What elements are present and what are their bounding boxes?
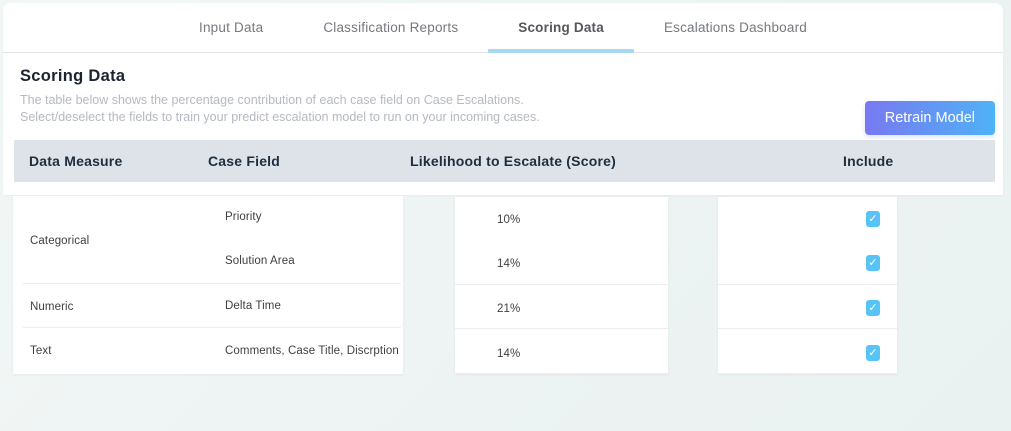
field-delta-time: Delta Time (225, 300, 281, 312)
page-subtitle: The table below shows the percentage con… (20, 92, 1003, 126)
tab-scoring-data-label: Scoring Data (518, 20, 604, 35)
include-checkbox-text-fields[interactable]: ✓ (866, 345, 880, 361)
row-divider (23, 283, 401, 284)
field-solution-area: Solution Area (225, 255, 295, 267)
score-delta-time: 21% (497, 303, 521, 315)
checkmark-icon: ✓ (868, 301, 878, 314)
checkmark-icon: ✓ (868, 212, 878, 225)
table-header: Data Measure Case Field Likelihood to Es… (14, 140, 995, 182)
tab-escalations-dashboard[interactable]: Escalations Dashboard (663, 20, 807, 35)
page-title: Scoring Data (20, 67, 126, 85)
row-divider (455, 328, 668, 329)
row-divider (718, 328, 897, 329)
measure-categorical: Categorical (30, 235, 90, 247)
row-divider (718, 284, 897, 285)
subtitle-line-1: The table below shows the percentage con… (20, 93, 524, 107)
column-header-data-measure: Data Measure (29, 153, 123, 169)
column-header-case-field: Case Field (208, 153, 281, 169)
score-solution-area: 14% (497, 258, 521, 270)
column-header-include: Include (843, 153, 894, 169)
retrain-model-button[interactable]: Retrain Model (864, 101, 995, 135)
checkmark-icon: ✓ (868, 256, 878, 269)
field-comments-case-title-discrption: Comments, Case Title, Discrption (225, 345, 399, 357)
row-divider (455, 284, 668, 285)
page-header: Scoring Data The table below shows the p… (3, 53, 1003, 135)
include-checkbox-solution-area[interactable]: ✓ (866, 255, 880, 271)
tab-input-data[interactable]: Input Data (199, 20, 264, 35)
include-checkbox-delta-time[interactable]: ✓ (866, 300, 880, 316)
tab-bar: Input Data Classification Reports Scorin… (3, 3, 1003, 53)
field-priority: Priority (225, 211, 262, 223)
tab-scoring-data[interactable]: Scoring Data (488, 3, 634, 53)
row-divider (23, 327, 401, 328)
measure-text: Text (30, 345, 52, 357)
score-panel: 10% 14% 21% 14% (455, 196, 668, 374)
score-text-fields: 14% (497, 348, 521, 360)
score-priority: 10% (497, 214, 521, 226)
subtitle-line-2: Select/deselect the fields to train your… (20, 110, 540, 124)
checkmark-icon: ✓ (868, 346, 878, 359)
measure-numeric: Numeric (30, 301, 74, 313)
column-header-likelihood-score: Likelihood to Escalate (Score) (410, 153, 616, 169)
include-checkbox-priority[interactable]: ✓ (866, 211, 880, 227)
include-panel: ✓ ✓ ✓ ✓ (718, 196, 897, 374)
measure-field-panel: Categorical Numeric Text Priority Soluti… (13, 196, 403, 374)
tab-classification-reports[interactable]: Classification Reports (323, 20, 459, 35)
active-tab-indicator (488, 49, 634, 53)
